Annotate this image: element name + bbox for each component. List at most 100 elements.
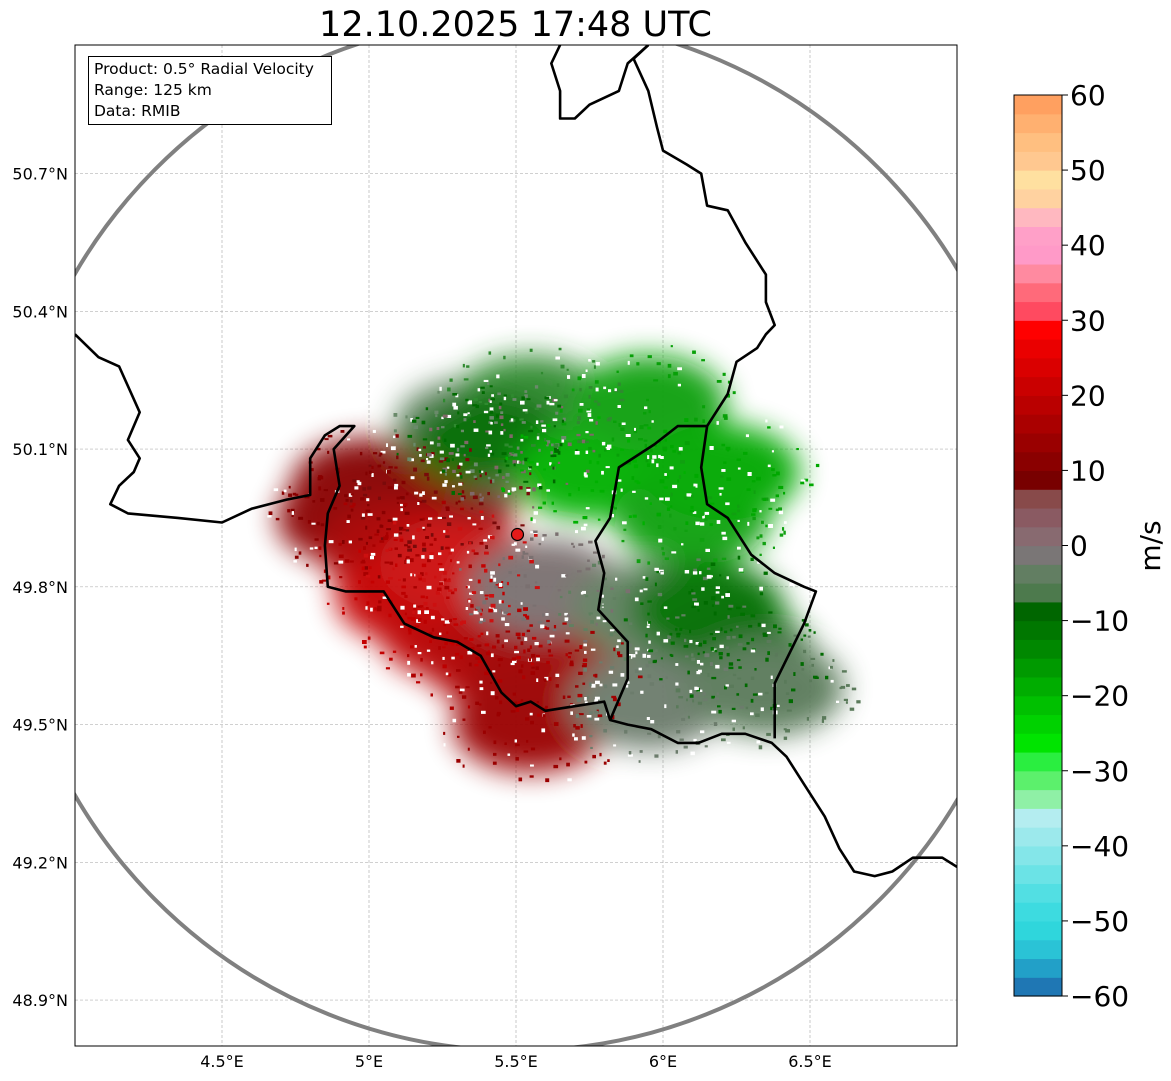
colorbar-cell [1014, 883, 1062, 903]
echo-pixel [445, 507, 450, 511]
echo-pixel [413, 586, 417, 589]
echo-pixel [771, 450, 774, 453]
echo-pixel [292, 492, 297, 496]
echo-pixel [646, 463, 650, 467]
echo-pixel [526, 629, 531, 633]
echo-pixel [490, 575, 493, 579]
echo-pixel [691, 653, 694, 657]
echo-pixel [607, 759, 610, 762]
echo-pixel [463, 413, 468, 417]
echo-pixel [711, 695, 715, 699]
echo-pixel [469, 448, 472, 452]
echo-pixel [661, 547, 664, 550]
echo-pixel [520, 451, 523, 454]
echo-pixel [803, 649, 807, 654]
echo-pixel [407, 673, 411, 677]
echo-pixel [820, 652, 824, 656]
echo-pixel [465, 458, 470, 462]
echo-pixel [642, 521, 645, 526]
echo-pixel [428, 632, 433, 637]
echo-pixel [507, 613, 511, 616]
echo-pixel [466, 585, 470, 589]
colorbar-tick-label: 40 [1070, 229, 1106, 262]
echo-pixel [590, 489, 595, 492]
echo-pixel [578, 408, 583, 413]
echo-pixel [495, 634, 500, 638]
echo-pixel [747, 472, 752, 476]
echo-pixel [773, 624, 777, 629]
echo-pixel [621, 597, 625, 600]
echo-pixel [474, 663, 479, 667]
echo-pixel [474, 477, 478, 480]
echo-pixel [534, 532, 538, 537]
echo-pixel [496, 639, 500, 644]
echo-pixel [748, 624, 753, 628]
echo-pixel [529, 624, 533, 627]
echo-pixel [512, 460, 517, 464]
echo-pixel [529, 348, 533, 352]
echo-pixel [416, 447, 420, 452]
echo-pixel [603, 684, 608, 689]
echo-pixel [697, 652, 700, 656]
echo-pixel [319, 580, 324, 584]
echo-pixel [801, 668, 805, 671]
echo-pixel [418, 576, 422, 581]
colorbar-cell [1014, 113, 1062, 134]
echo-pixel [515, 632, 521, 636]
echo-pixel [693, 483, 696, 487]
echo-pixel [603, 577, 607, 581]
echo-pixel [503, 428, 506, 432]
echo-pixel [386, 528, 391, 531]
echo-pixel [666, 617, 670, 620]
echo-pixel [435, 591, 440, 595]
echo-pixel [412, 611, 415, 614]
echo-pixel [406, 559, 410, 564]
echo-pixel [377, 575, 381, 579]
echo-pixel [546, 400, 550, 405]
echo-pixel [740, 612, 745, 616]
echo-pixel [530, 764, 534, 767]
echo-pixel [670, 444, 674, 449]
echo-pixel [593, 551, 598, 554]
echo-pixel [591, 683, 596, 688]
echo-pixel [590, 630, 595, 634]
echo-pixel [659, 479, 665, 484]
echo-pixel [505, 456, 508, 461]
echo-pixel [419, 605, 424, 608]
colorbar-cell [1014, 658, 1062, 678]
echo-pixel [503, 396, 507, 401]
echo-pixel [627, 360, 630, 365]
echo-pixel [636, 481, 641, 485]
echo-pixel [489, 578, 493, 583]
echo-pixel [746, 642, 750, 645]
echo-pixel [521, 470, 526, 474]
echo-pixel [489, 450, 492, 453]
echo-pixel [333, 507, 338, 510]
echo-pixel [800, 638, 803, 641]
echo-pixel [581, 590, 586, 594]
echo-pixel [370, 580, 375, 584]
echo-pixel [762, 634, 768, 637]
colorbar-cell [1014, 414, 1062, 434]
echo-pixel [373, 452, 378, 455]
echo-pixel [429, 427, 433, 432]
echo-pixel [569, 662, 574, 667]
echo-pixel [447, 673, 452, 677]
echo-pixel [723, 461, 727, 464]
echo-pixel [553, 425, 556, 428]
echo-pixel [396, 452, 399, 456]
echo-pixel [656, 362, 661, 366]
echo-pixel [724, 630, 728, 634]
echo-pixel [450, 548, 454, 552]
echo-pixel [616, 645, 619, 648]
echo-pixel [453, 623, 459, 626]
echo-pixel [393, 429, 397, 433]
echo-pixel [442, 664, 447, 669]
echo-pixel [442, 467, 448, 471]
echo-pixel [456, 424, 460, 429]
echo-pixel [442, 516, 447, 519]
echo-pixel [654, 754, 659, 758]
echo-pixel [444, 480, 448, 484]
echo-pixel [480, 632, 484, 636]
